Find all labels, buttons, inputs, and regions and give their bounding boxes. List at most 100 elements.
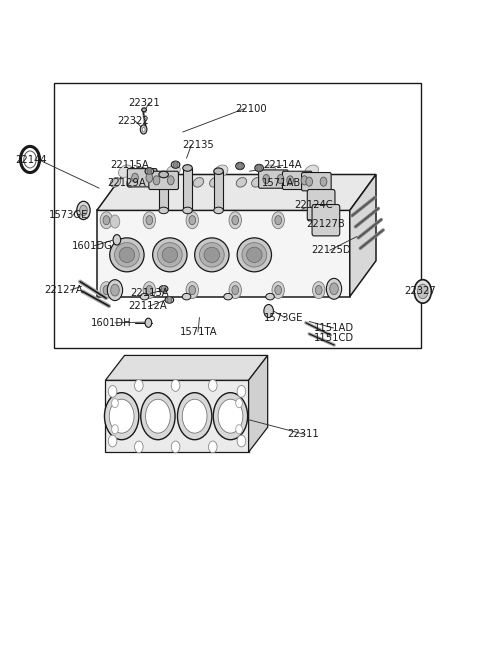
Ellipse shape <box>255 165 264 172</box>
Circle shape <box>418 284 428 298</box>
Circle shape <box>111 284 119 296</box>
Circle shape <box>186 281 199 298</box>
Circle shape <box>264 304 274 318</box>
Text: 22114A: 22114A <box>263 160 301 171</box>
Circle shape <box>237 435 246 447</box>
Circle shape <box>232 216 239 225</box>
Circle shape <box>105 393 139 440</box>
Ellipse shape <box>153 238 187 272</box>
Ellipse shape <box>305 165 319 177</box>
Circle shape <box>301 176 308 185</box>
Circle shape <box>186 212 199 229</box>
Ellipse shape <box>159 207 168 214</box>
Ellipse shape <box>152 178 163 187</box>
Circle shape <box>315 216 322 225</box>
Text: 22129A: 22129A <box>107 178 145 188</box>
Circle shape <box>132 173 138 182</box>
Ellipse shape <box>166 165 180 177</box>
Ellipse shape <box>110 178 120 187</box>
Circle shape <box>306 177 312 186</box>
Circle shape <box>110 215 120 228</box>
Ellipse shape <box>183 207 192 214</box>
Circle shape <box>145 318 152 327</box>
Polygon shape <box>106 380 249 452</box>
Ellipse shape <box>224 293 232 300</box>
Circle shape <box>103 216 110 225</box>
Ellipse shape <box>200 243 224 267</box>
Circle shape <box>236 399 242 407</box>
Text: 1151CD: 1151CD <box>314 333 354 344</box>
Ellipse shape <box>266 293 275 300</box>
Ellipse shape <box>195 238 229 272</box>
Circle shape <box>109 400 134 433</box>
Text: 22135: 22135 <box>182 140 214 150</box>
Ellipse shape <box>157 243 182 267</box>
Bar <box>214 171 223 211</box>
Circle shape <box>218 400 243 433</box>
Ellipse shape <box>159 285 168 292</box>
Ellipse shape <box>119 247 134 262</box>
Circle shape <box>320 177 327 186</box>
Text: 1601DH: 1601DH <box>91 318 132 328</box>
Ellipse shape <box>171 161 180 169</box>
Circle shape <box>171 380 180 392</box>
Circle shape <box>134 380 143 392</box>
Text: 1571AB: 1571AB <box>262 178 301 188</box>
Circle shape <box>326 278 342 299</box>
Ellipse shape <box>214 168 223 174</box>
Circle shape <box>263 174 270 184</box>
Text: 1601DG: 1601DG <box>72 241 113 251</box>
Text: 22144: 22144 <box>15 155 47 165</box>
Circle shape <box>315 285 322 295</box>
Text: 1151AD: 1151AD <box>314 323 354 333</box>
Circle shape <box>275 216 281 225</box>
Text: 1571TA: 1571TA <box>180 327 217 337</box>
Text: 22327: 22327 <box>405 287 436 297</box>
Text: 22127B: 22127B <box>306 219 345 229</box>
Ellipse shape <box>119 165 132 177</box>
Polygon shape <box>350 174 376 297</box>
Circle shape <box>189 216 196 225</box>
FancyBboxPatch shape <box>127 169 157 187</box>
Text: 22322: 22322 <box>117 116 149 126</box>
Ellipse shape <box>145 168 154 174</box>
Ellipse shape <box>236 178 247 187</box>
Circle shape <box>108 386 117 398</box>
Circle shape <box>189 285 196 295</box>
Ellipse shape <box>110 238 144 272</box>
Text: 22112A: 22112A <box>128 302 167 312</box>
Circle shape <box>112 399 118 407</box>
Circle shape <box>147 168 152 174</box>
Circle shape <box>330 283 338 295</box>
Circle shape <box>272 212 284 229</box>
Circle shape <box>329 280 339 293</box>
Circle shape <box>143 281 156 298</box>
Text: 22127A: 22127A <box>44 285 83 295</box>
Bar <box>54 83 421 348</box>
Ellipse shape <box>193 178 204 187</box>
Circle shape <box>171 441 180 453</box>
Ellipse shape <box>165 297 174 303</box>
Ellipse shape <box>214 207 223 214</box>
Circle shape <box>173 161 178 168</box>
Ellipse shape <box>142 108 146 112</box>
Circle shape <box>142 127 145 131</box>
Circle shape <box>145 400 170 433</box>
Circle shape <box>414 279 432 303</box>
Polygon shape <box>249 356 268 452</box>
Circle shape <box>161 285 166 292</box>
FancyBboxPatch shape <box>259 170 288 188</box>
Circle shape <box>168 176 174 185</box>
Circle shape <box>213 393 248 440</box>
Circle shape <box>153 176 160 185</box>
Circle shape <box>287 176 293 185</box>
Circle shape <box>229 212 241 229</box>
Circle shape <box>167 297 172 303</box>
Ellipse shape <box>237 238 272 272</box>
Circle shape <box>272 281 284 298</box>
Text: 1573GE: 1573GE <box>264 312 303 323</box>
FancyBboxPatch shape <box>301 173 331 191</box>
Ellipse shape <box>159 171 168 178</box>
Circle shape <box>208 380 217 392</box>
Circle shape <box>113 235 120 245</box>
